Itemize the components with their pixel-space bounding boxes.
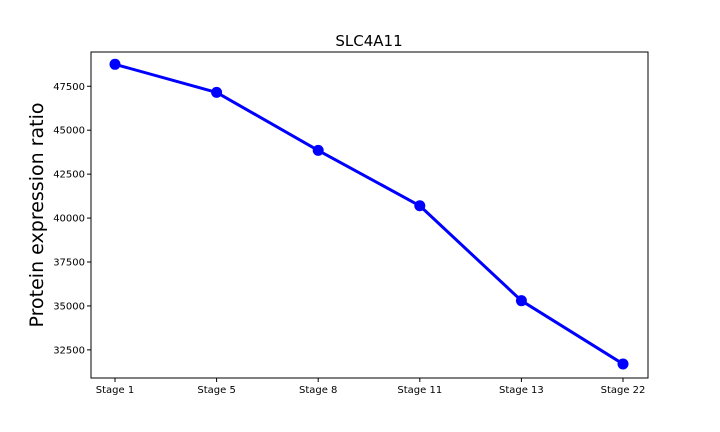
data-point (211, 86, 223, 98)
data-point (109, 58, 121, 70)
x-tick-label: Stage 1 (96, 385, 134, 396)
y-tick-label: 35000 (53, 301, 85, 312)
y-tick-label: 45000 (53, 126, 85, 137)
x-tick-label: Stage 13 (499, 385, 544, 396)
chart-title: SLC4A11 (335, 32, 402, 50)
series-group (109, 58, 629, 370)
x-axis-ticks: Stage 1 Stage 5 Stage 8 Stage 11 Stage 13 Sta… (96, 378, 646, 396)
y-tick-label: 47500 (53, 82, 85, 93)
y-tick-label: 42500 (53, 170, 85, 181)
y-axis-ticks: 32500 35000 37500 40000 42500 45000 47500 (53, 82, 91, 356)
y-tick-label: 37500 (53, 258, 85, 269)
data-point (414, 200, 426, 212)
data-point (515, 295, 527, 307)
x-tick-label: Stage 5 (197, 385, 235, 396)
plot-frame (90, 51, 649, 379)
data-point (312, 144, 324, 156)
x-tick-label: Stage 11 (397, 385, 442, 396)
x-tick-label: Stage 22 (601, 385, 646, 396)
y-axis-label: Protein expression ratio (26, 103, 48, 328)
series-line (114, 62, 624, 366)
x-tick-label: Stage 8 (299, 385, 337, 396)
y-tick-label: 32500 (53, 345, 85, 356)
y-tick-label: 40000 (53, 214, 85, 225)
data-point (617, 358, 629, 370)
